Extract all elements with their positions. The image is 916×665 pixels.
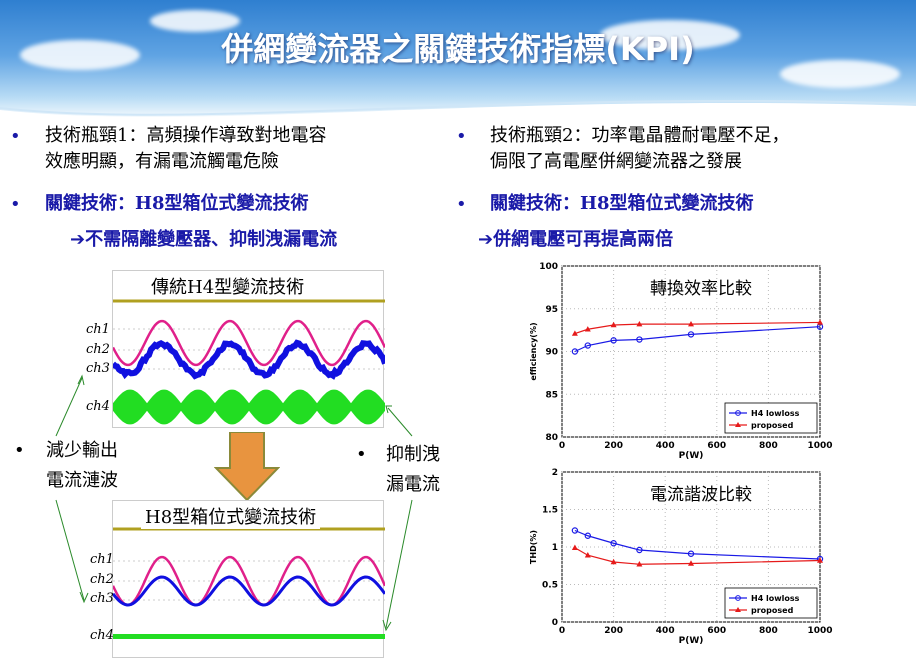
x-tick-label: 1000 — [807, 441, 832, 451]
bullet-dot: • — [10, 126, 21, 147]
scope-h8: H8型箱位式變流技術 — [112, 500, 384, 658]
note-leakage-line1: 抑制洩 — [386, 440, 440, 470]
y-tick-label: 100 — [539, 262, 558, 272]
chart-title: 轉換效率比較 — [650, 279, 752, 299]
bullet-dot: • — [14, 440, 25, 461]
arrow-right-icon: ➔ — [478, 229, 493, 250]
y-tick-label: 85 — [545, 390, 558, 400]
x-tick-label: 800 — [759, 626, 778, 636]
right-bottleneck-line1: 技術瓶頸2：功率電晶體耐電壓不足， — [490, 123, 789, 149]
right-key-tech: 關鍵技術：H8型箱位式變流技術 — [490, 191, 754, 217]
x-tick-label: 800 — [759, 441, 778, 451]
efficiency-chart: 0 200 400 600 800 1000 80 85 90 95 100 P(W) efficien… — [520, 262, 840, 462]
arrow-down-icon — [214, 432, 280, 502]
left-benefit-text: 不需隔離變壓器、抑制洩漏電流 — [85, 229, 337, 250]
arrow-right-icon: ➔ — [70, 229, 85, 250]
y-tick-label: 0 — [552, 618, 558, 628]
note-ripple: 減少輸出 電流漣波 — [46, 436, 118, 496]
bullet-dot: • — [456, 194, 467, 215]
x-axis-label: P(W) — [679, 451, 704, 461]
note-leakage-line2: 漏電流 — [386, 470, 440, 500]
left-bottleneck-line2: 效應明顯，有漏電流觸電危險 — [45, 149, 326, 175]
x-tick-label: 200 — [604, 441, 623, 451]
y-tick-label: 80 — [545, 433, 558, 443]
chart-title: 電流諧波比較 — [650, 485, 752, 505]
right-benefit: ➔併網電壓可再提高兩倍 — [478, 227, 673, 253]
thd-chart: 0 200 400 600 800 1000 0 0.5 1 1.5 2 P(W) THD(%) 電流諧波… — [520, 466, 840, 646]
scope-h4-title: 傳統H4型變流技術 — [147, 273, 308, 299]
y-axis-label: THD(%) — [529, 530, 538, 564]
bullet-dot: • — [356, 444, 367, 465]
scope-h4-ch4-label: ch4 — [86, 399, 110, 414]
x-tick-label: 0 — [559, 441, 565, 451]
scope-h8-ch4-label: ch4 — [90, 628, 114, 643]
x-tick-label: 600 — [707, 441, 726, 451]
bullet-dot: • — [10, 194, 21, 215]
y-tick-label: 0.5 — [542, 581, 558, 591]
legend-label: proposed — [751, 606, 794, 615]
left-benefit: ➔不需隔離變壓器、抑制洩漏電流 — [70, 227, 337, 253]
scope-h8-ch1-label: ch1 — [90, 552, 114, 567]
y-tick-label: 1 — [552, 543, 558, 553]
scope-h4-ch3-label: ch3 — [86, 361, 110, 376]
note-ripple-line1: 減少輸出 — [46, 436, 118, 466]
legend-label: H4 lowloss — [751, 409, 800, 418]
y-axis-label: efficiency(%) — [529, 322, 538, 380]
scope-h4-ch1-label: ch1 — [86, 322, 110, 337]
note-leakage: 抑制洩 漏電流 — [386, 440, 440, 500]
y-tick-label: 90 — [545, 348, 558, 358]
scope-h8-ch4-trace — [113, 634, 385, 639]
scope-h8-title: H8型箱位式變流技術 — [141, 503, 320, 529]
x-tick-label: 600 — [707, 626, 726, 636]
bullet-dot: • — [456, 126, 467, 147]
right-benefit-text: 併網電壓可再提高兩倍 — [493, 229, 673, 250]
x-tick-label: 400 — [656, 626, 675, 636]
x-tick-label: 400 — [656, 441, 675, 451]
scope-h8-ch3-label: ch3 — [90, 591, 114, 606]
scope-h4-ch4-trace — [113, 390, 385, 424]
x-tick-label: 0 — [559, 626, 565, 636]
page-title: 併網變流器之關鍵技術指標(KPI) — [0, 24, 916, 70]
y-tick-label: 95 — [545, 305, 558, 315]
left-bottleneck-line1: 技術瓶頸1：高頻操作導致對地電容 — [45, 123, 326, 149]
y-tick-label: 1.5 — [542, 506, 558, 516]
scope-h8-ch2-label: ch2 — [90, 572, 114, 587]
y-tick-label: 2 — [552, 468, 558, 478]
legend-label: H4 lowloss — [751, 594, 800, 603]
right-bottleneck: 技術瓶頸2：功率電晶體耐電壓不足， 侷限了高電壓併網變流器之發展 — [490, 123, 789, 175]
legend-label: proposed — [751, 421, 794, 430]
x-axis-label: P(W) — [679, 636, 704, 646]
x-tick-label: 1000 — [807, 626, 832, 636]
left-key-tech: 關鍵技術：H8型箱位式變流技術 — [45, 191, 309, 217]
left-bottleneck: 技術瓶頸1：高頻操作導致對地電容 效應明顯，有漏電流觸電危險 — [45, 123, 326, 175]
scope-h4-ch2-label: ch2 — [86, 342, 110, 357]
right-bottleneck-line2: 侷限了高電壓併網變流器之發展 — [490, 149, 789, 175]
scope-h4: 傳統H4型變流技術 — [112, 270, 384, 428]
note-ripple-line2: 電流漣波 — [46, 466, 118, 496]
x-tick-label: 200 — [604, 626, 623, 636]
